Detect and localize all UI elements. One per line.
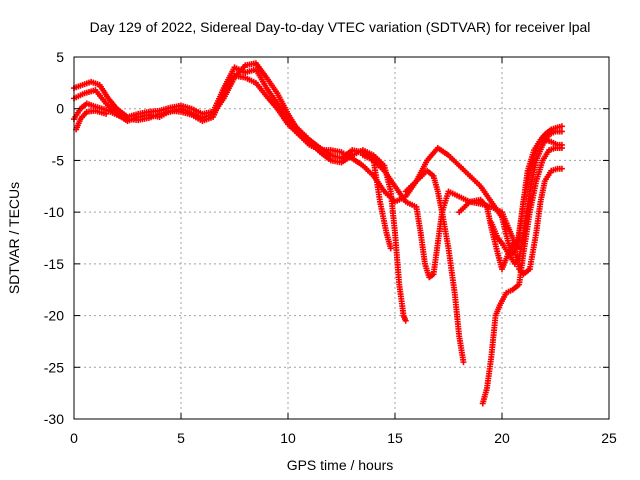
series-track-9 bbox=[73, 107, 110, 133]
y-tick-label: -15 bbox=[44, 256, 64, 272]
data-point bbox=[558, 145, 565, 152]
series-track-8 bbox=[488, 128, 565, 267]
y-tick-label: -5 bbox=[52, 152, 65, 168]
data-point bbox=[460, 359, 467, 366]
x-tick-label: 15 bbox=[387, 430, 403, 446]
y-tick-label: -30 bbox=[44, 411, 64, 427]
chart-title: Day 129 of 2022, Sidereal Day-to-day VTE… bbox=[90, 19, 591, 35]
x-axis-label: GPS time / hours bbox=[287, 457, 394, 473]
x-tick-label: 20 bbox=[494, 430, 510, 446]
series-track-7 bbox=[479, 145, 565, 407]
data-point bbox=[387, 245, 394, 252]
y-tick-label: 0 bbox=[56, 101, 64, 117]
y-tick-label: 5 bbox=[56, 49, 64, 65]
plot-frame bbox=[73, 56, 610, 420]
y-tick-label: -20 bbox=[44, 308, 64, 324]
data-point bbox=[558, 123, 565, 130]
x-axis: 0 5 10 15 20 25 bbox=[70, 57, 617, 446]
data-point bbox=[558, 165, 565, 172]
x-tick-label: 5 bbox=[177, 430, 185, 446]
y-tick-label: -25 bbox=[44, 359, 64, 375]
data-point bbox=[402, 317, 409, 324]
y-axis: 5 0 -5 -10 -15 -20 -25 -30 bbox=[44, 49, 609, 427]
x-tick-label: 10 bbox=[280, 430, 296, 446]
data-point bbox=[558, 128, 565, 135]
data-point bbox=[103, 110, 110, 117]
data-points bbox=[71, 60, 565, 407]
x-tick-label: 25 bbox=[601, 430, 617, 446]
y-axis-label: SDTVAR / TECUs bbox=[6, 182, 22, 294]
series-track-6 bbox=[456, 165, 565, 278]
x-tick-label: 0 bbox=[70, 430, 78, 446]
y-tick-label: -10 bbox=[44, 204, 64, 220]
series-track-3 bbox=[71, 60, 409, 324]
